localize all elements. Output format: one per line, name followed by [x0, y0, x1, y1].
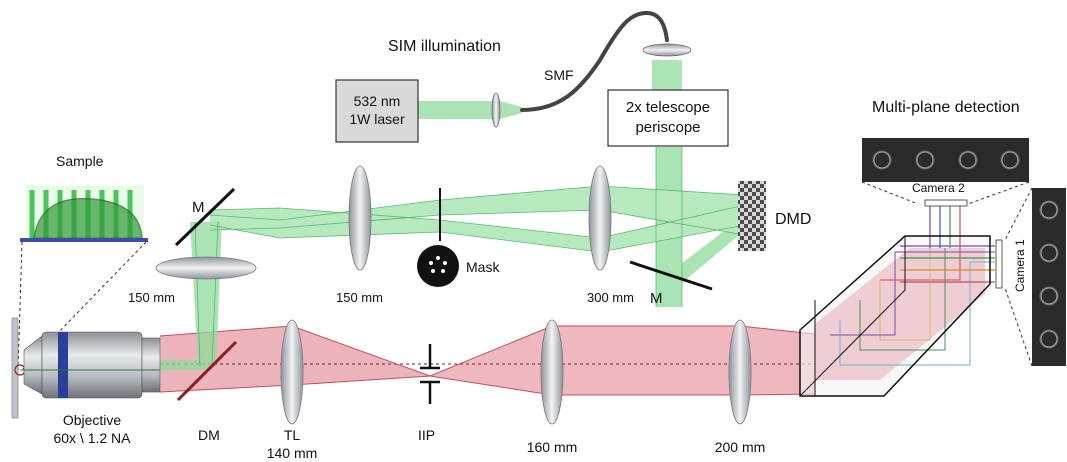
dm-label: DM [198, 427, 220, 443]
mirror-top-label: M [192, 199, 205, 216]
smf-label: SMF [544, 67, 574, 83]
tube-lens-icon [280, 319, 304, 425]
objective-label-line2: 60x \ 1.2 NA [53, 430, 131, 446]
iip-aperture-icon [420, 344, 440, 404]
mirror-bottom-icon [629, 260, 713, 291]
sample-illustration [20, 185, 148, 242]
tube-lens-label-line2: 140 mm [267, 445, 318, 461]
telescope-lens-icon [642, 43, 692, 57]
mask-label: Mask [466, 259, 500, 275]
camera1-zoom-bottom [1004, 287, 1033, 367]
telescope-label-line1: 2x telescope [626, 99, 710, 116]
camera2-zoom-right [967, 181, 1030, 205]
camera1-sensor-icon [995, 239, 1003, 289]
zoom-line-left [17, 241, 23, 371]
dichroic-mirror-icon [176, 340, 238, 402]
mirror-bottom-label: M [650, 290, 663, 307]
objective-icon [11, 317, 161, 419]
lens-200mm-label: 200 mm [715, 439, 766, 455]
sim-illumination-title: SIM illumination [388, 38, 501, 55]
dmd-label: DMD [775, 211, 811, 228]
camera1-images [1032, 188, 1066, 366]
tube-lens-label-line1: TL [284, 427, 301, 443]
prism-icon [799, 205, 995, 397]
lens-300mm-label: 300 mm [587, 290, 634, 305]
laser-label-line1: 532 nm [354, 93, 401, 109]
lens-300mm-icon [588, 165, 612, 271]
lens-200mm-icon [728, 319, 752, 425]
dmd-checkerboard-icon [738, 181, 766, 251]
laser-box: 532 nm 1W laser [335, 79, 419, 143]
objective-label-line1: Objective [63, 412, 122, 428]
camera2-label: Camera 2 [912, 181, 965, 195]
fiber-icon [520, 10, 669, 112]
camera2-images [862, 138, 1029, 182]
lens-150mm-mid-label: 150 mm [336, 290, 383, 305]
telescope-label-line2: periscope [635, 119, 700, 136]
telescope-box: 2x telescope periscope [607, 89, 729, 147]
camera2-zoom-left [861, 181, 919, 205]
lens-160mm-icon [540, 319, 564, 425]
coupling-lens-icon [491, 92, 501, 128]
lens-150mm-left-label: 150 mm [128, 290, 175, 305]
camera2-sensor-icon [924, 199, 968, 207]
mirror-top-icon [174, 187, 236, 247]
laser-label-line2: 1W laser [349, 111, 405, 127]
detection-beam [159, 325, 816, 396]
iip-label: IIP [418, 427, 435, 443]
camera1-zoom-top [1004, 187, 1033, 241]
multiplane-title: Multi-plane detection [872, 99, 1020, 116]
sample-title: Sample [56, 153, 104, 169]
lens-150mm-left-icon [155, 256, 257, 280]
lens-150mm-mid-icon [348, 165, 372, 271]
lens-160mm-label: 160 mm [527, 439, 578, 455]
mask-disc-icon [417, 245, 459, 287]
camera1-label: Camera 1 [1013, 239, 1027, 292]
